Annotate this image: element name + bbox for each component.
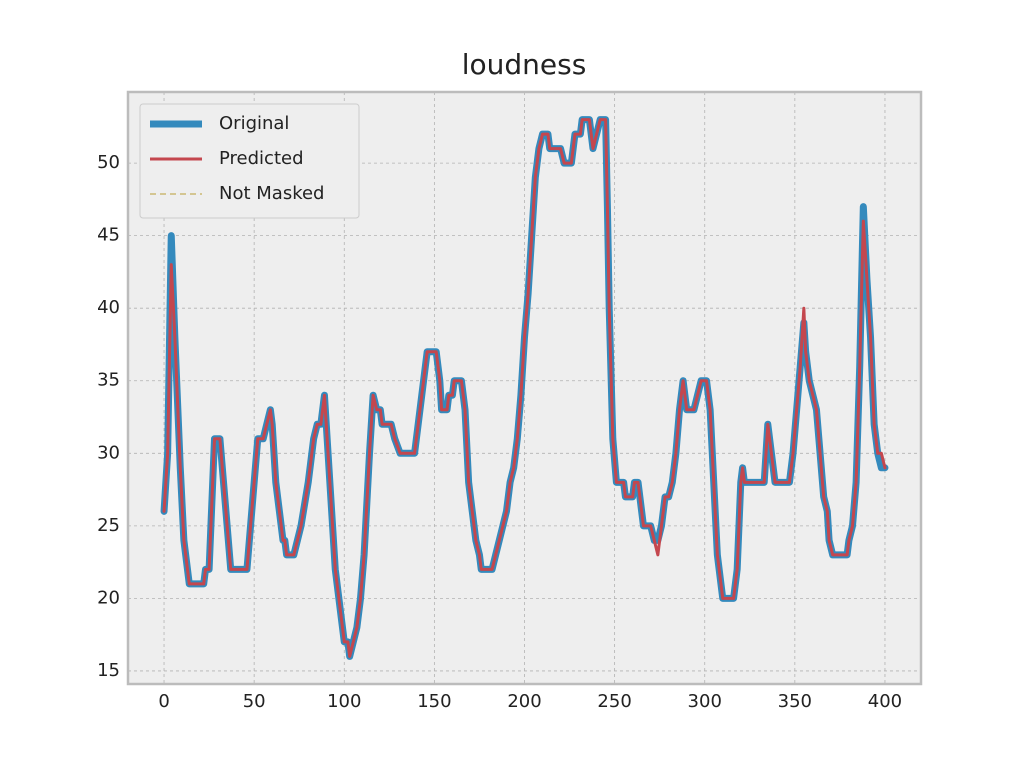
x-tick-label: 400	[868, 691, 902, 712]
legend-label: Not Masked	[219, 183, 324, 204]
legend: Original Predicted Not Masked	[139, 103, 360, 219]
y-tick-label: 25	[97, 515, 120, 536]
y-tick-label: 50	[97, 152, 120, 173]
y-tick-label: 30	[97, 442, 120, 463]
plot-frame	[126, 90, 923, 686]
y-tick-label: 15	[97, 660, 120, 681]
x-tick-label: 300	[688, 691, 722, 712]
y-tick-label: 35	[97, 370, 120, 391]
x-tick-label: 0	[158, 691, 169, 712]
chart-title: loudness	[462, 48, 587, 81]
x-tick-label: 200	[507, 691, 541, 712]
x-tick-label: 100	[327, 691, 361, 712]
y-tick-label: 20	[97, 587, 120, 608]
y-tick-label: 40	[97, 297, 120, 318]
series-line	[162, 118, 887, 658]
x-tick-label: 50	[243, 691, 266, 712]
x-tick-label: 250	[597, 691, 631, 712]
legend-label: Predicted	[219, 148, 304, 169]
x-tick-label: 150	[417, 691, 451, 712]
x-tick-label: 350	[778, 691, 812, 712]
legend-label: Original	[219, 113, 289, 134]
legend-box	[139, 103, 360, 219]
y-tick-label: 45	[97, 225, 120, 246]
